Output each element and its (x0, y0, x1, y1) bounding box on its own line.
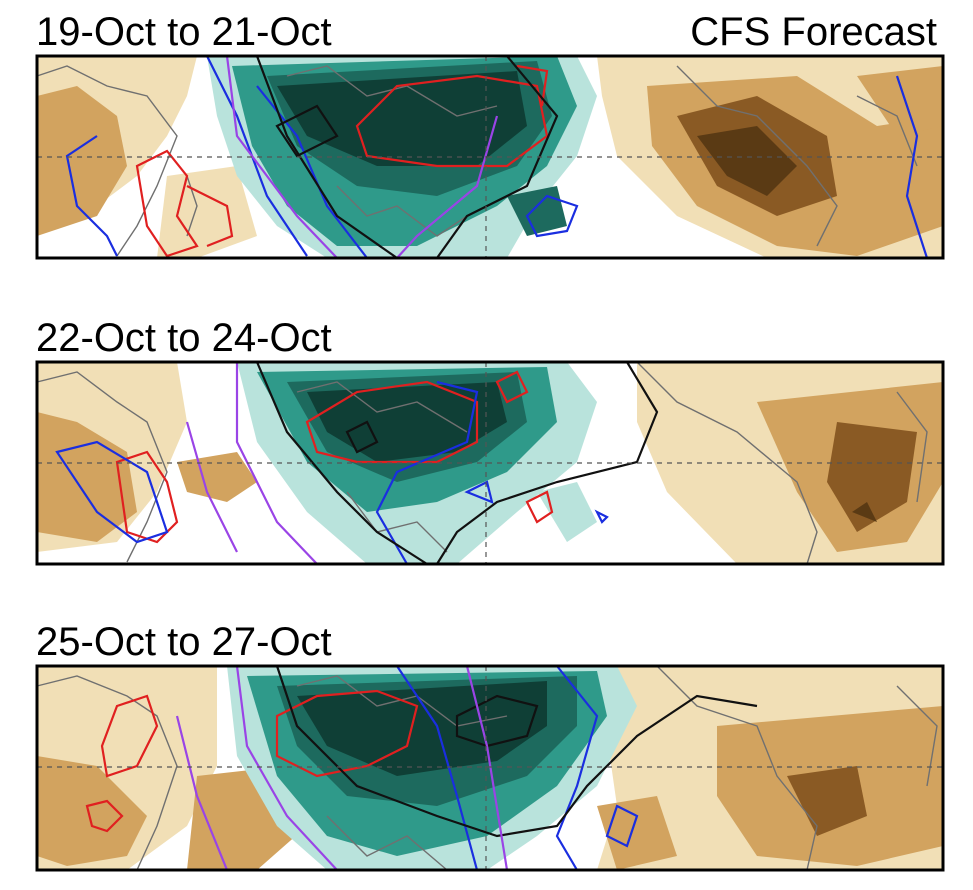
map-1-svg (35, 54, 945, 260)
contours (55, 361, 659, 565)
panel-2-title: 22-Oct to 24-Oct (36, 316, 332, 360)
coastlines (36, 65, 918, 257)
panel-frame (35, 360, 945, 566)
map-panel-2 (35, 360, 945, 566)
map-2-svg (35, 360, 945, 566)
dry-anomaly-fields (37, 666, 943, 870)
map-3-svg (35, 664, 945, 872)
dry-anomaly-fields (37, 56, 943, 258)
coastlines (36, 361, 928, 565)
forecast-label: CFS Forecast (690, 10, 937, 54)
panel-frame (35, 54, 945, 260)
panel-3-title: 25-Oct to 27-Oct (36, 620, 332, 664)
contours (85, 665, 758, 871)
panel-1-title: 19-Oct to 21-Oct (36, 10, 332, 54)
panel-frame (35, 664, 945, 872)
dry-anomaly-fields (37, 362, 943, 564)
contours (65, 55, 929, 259)
map-panel-1 (35, 54, 945, 260)
map-panel-3 (35, 664, 945, 872)
